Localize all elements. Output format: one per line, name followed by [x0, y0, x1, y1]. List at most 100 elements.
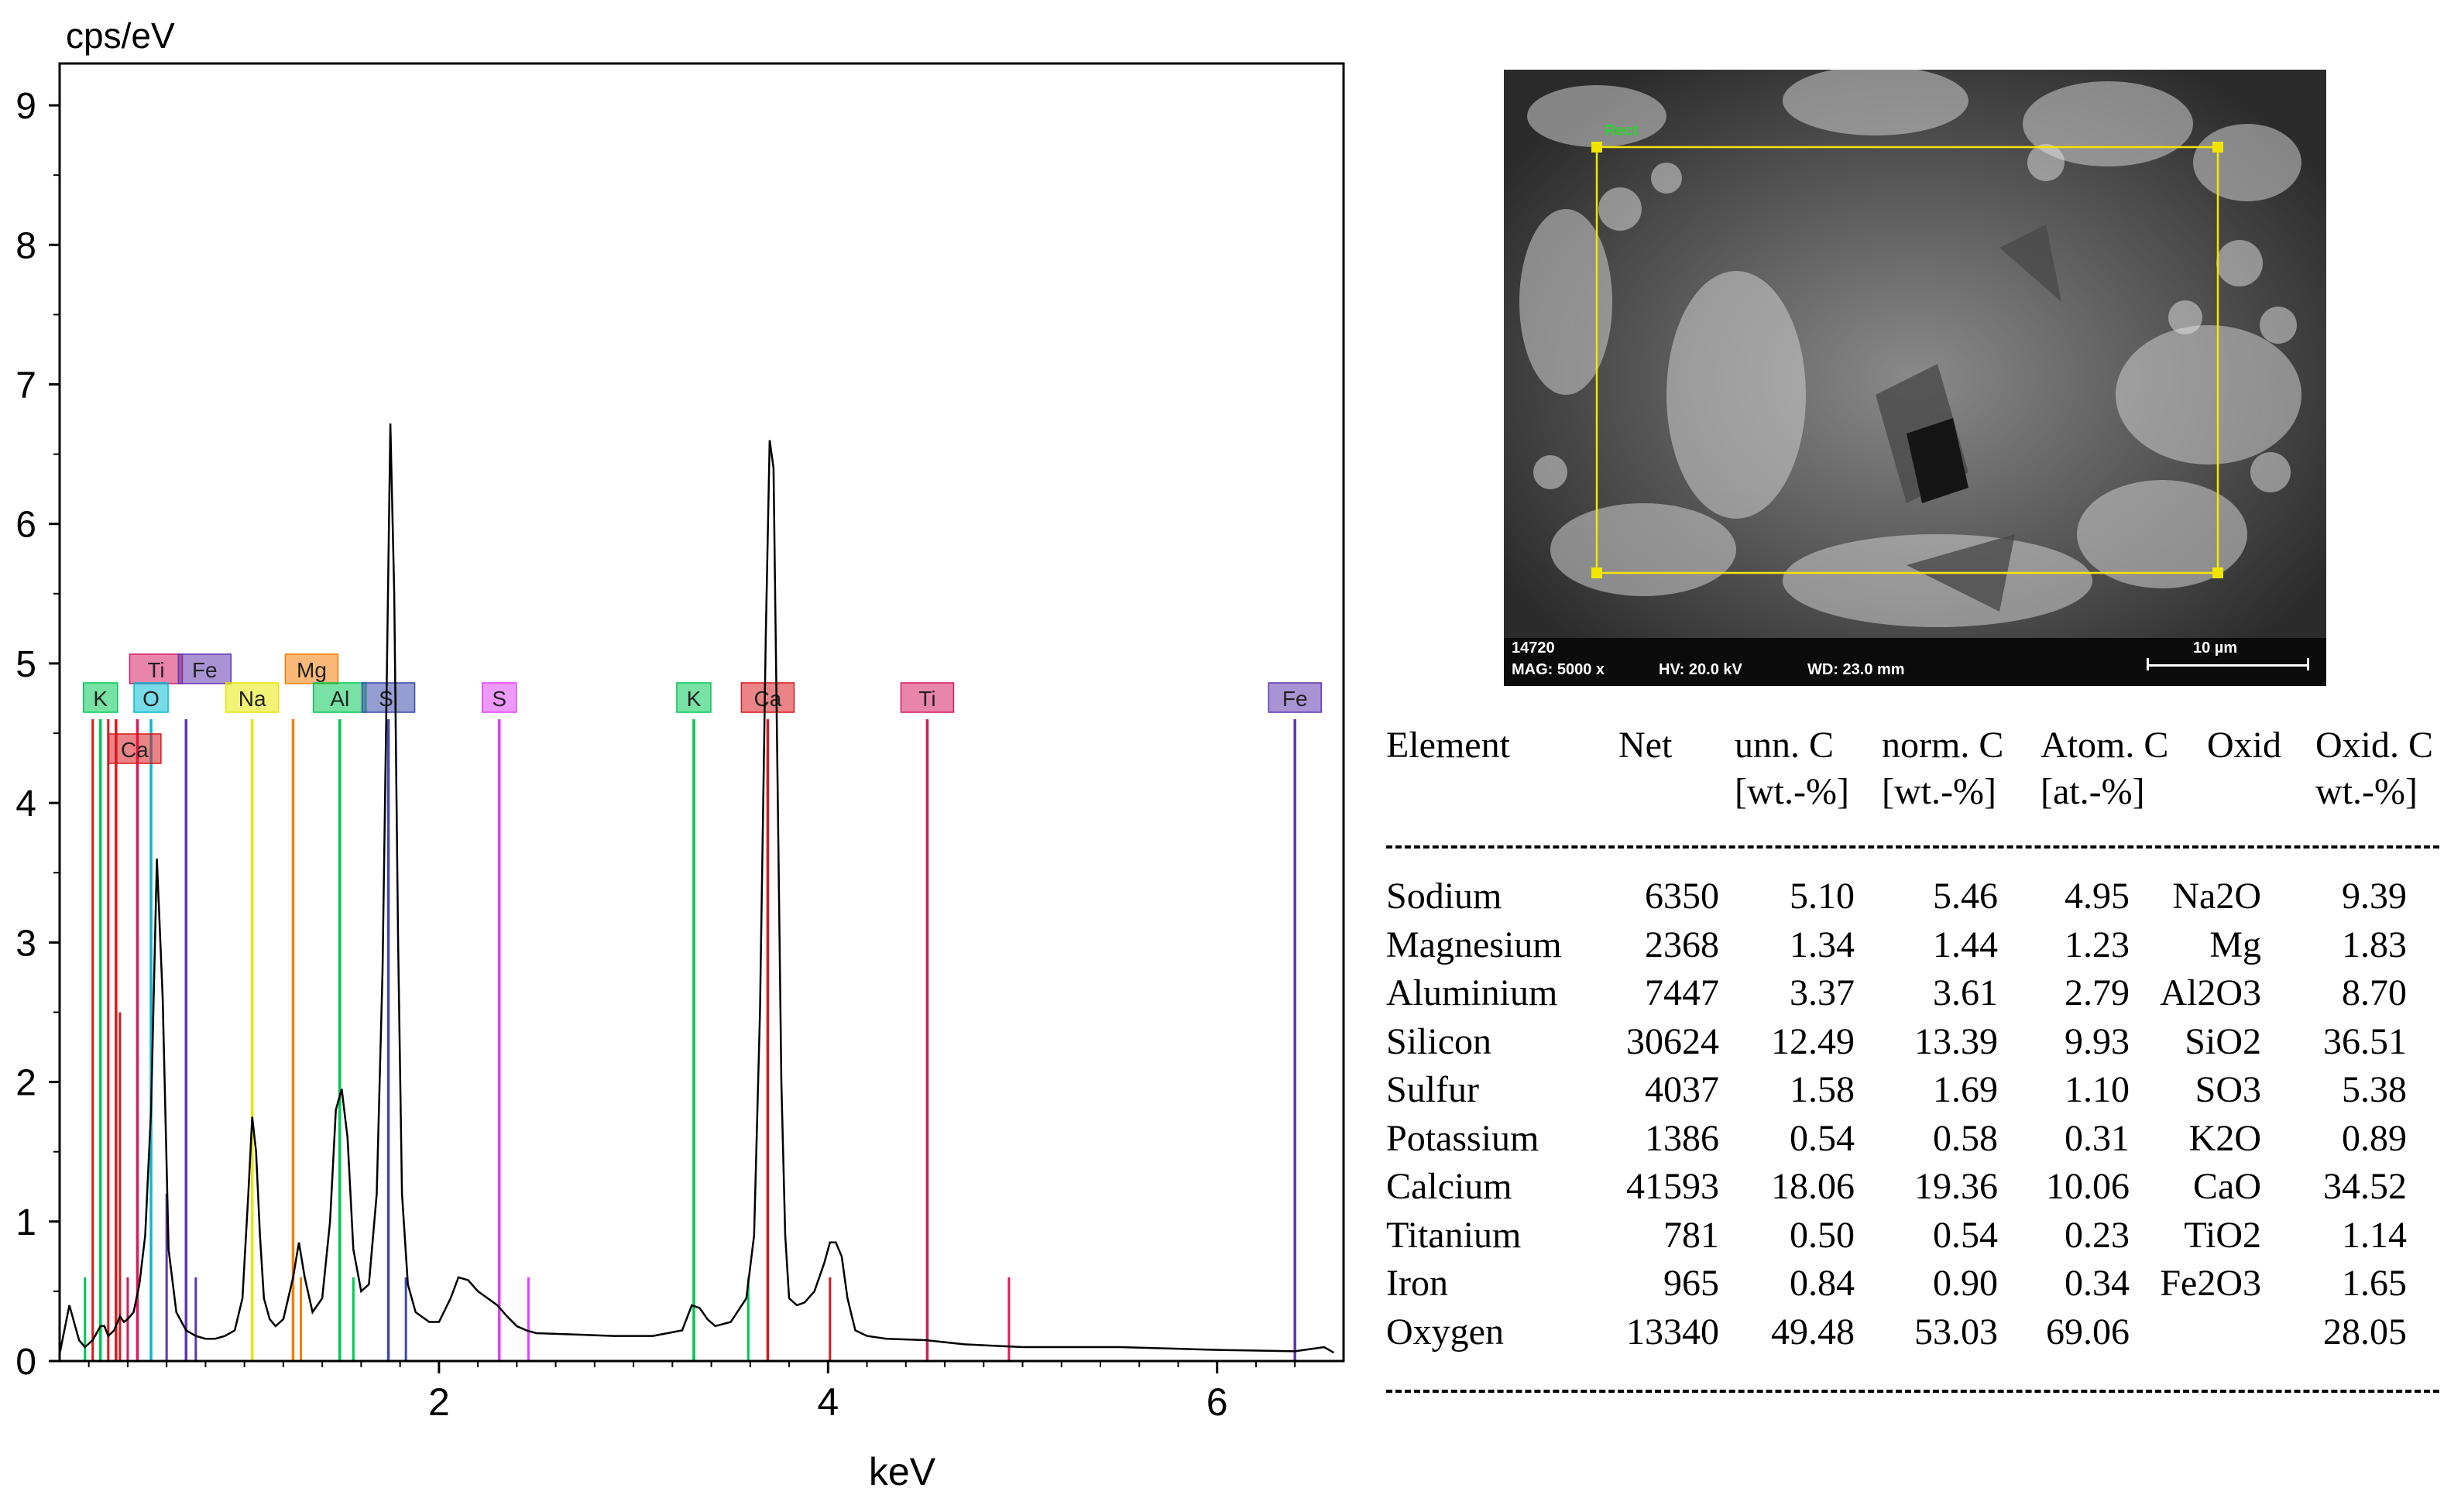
cell-unn: 5.10: [1790, 876, 1855, 917]
cell-norm: 1.69: [1933, 1069, 1998, 1110]
cell-element: Calcium: [1386, 1166, 1512, 1207]
cell-element: Sulfur: [1386, 1069, 1479, 1110]
selection-rectangle[interactable]: [1595, 146, 2219, 574]
cell-atom: 69.06: [2046, 1311, 2130, 1353]
element-label-box: [133, 682, 169, 713]
cell-norm: 0.90: [1933, 1263, 1998, 1304]
element-label-box: [740, 682, 795, 713]
cell-oxidc: 0.89: [2342, 1117, 2407, 1159]
table-row: Magnesium 2368 1.34 1.44 1.23 Mg 1.83: [1386, 924, 2451, 972]
x-axis-label: keV: [869, 1450, 936, 1493]
selection-handle[interactable]: [1591, 567, 1602, 578]
working-distance: WD: 23.0 mm: [1807, 661, 1905, 678]
plot-frame: [58, 62, 1345, 1363]
element-label-ti: Ti: [147, 658, 164, 682]
header-norm-unit: [wt.-%]: [1882, 771, 1996, 812]
cell-oxidc: 28.05: [2323, 1311, 2407, 1353]
cell-oxid: CaO: [2193, 1166, 2261, 1207]
selection-handle[interactable]: [2212, 142, 2223, 153]
element-label-box: [312, 682, 367, 713]
table-row: Aluminium 7447 3.37 3.61 2.79 Al2O3 8.70: [1386, 972, 2451, 1020]
element-label-box: [676, 682, 712, 713]
cell-norm: 3.61: [1933, 972, 1998, 1013]
cell-norm: 19.36: [1914, 1166, 1998, 1207]
table-row: Calcium 41593 18.06 19.36 10.06 CaO 34.52: [1386, 1165, 2451, 1213]
y-axis-label: cps/eV: [66, 15, 175, 56]
cell-element: Potassium: [1386, 1117, 1539, 1159]
cell-unn: 0.50: [1790, 1214, 1855, 1256]
cell-norm: 0.54: [1933, 1214, 1998, 1256]
header-atom: Atom. C: [2041, 725, 2169, 766]
y-tick-label: 7: [15, 365, 36, 406]
cell-oxid: Fe2O3: [2160, 1263, 2261, 1304]
cell-element: Iron: [1386, 1263, 1448, 1304]
element-label-k: K: [687, 687, 702, 711]
header-oxid: Oxid: [2207, 725, 2281, 766]
element-label-k: K: [93, 687, 108, 711]
x-tick-label: 2: [428, 1380, 450, 1424]
cell-unn: 0.54: [1790, 1117, 1855, 1159]
table-row: Sulfur 4037 1.58 1.69 1.10 SO3 5.38: [1386, 1068, 2451, 1116]
cell-unn: 1.34: [1790, 924, 1855, 965]
element-label-box: [900, 682, 955, 713]
cell-unn: 49.48: [1771, 1311, 1855, 1353]
cell-unn: 3.37: [1790, 972, 1855, 1013]
header-oxidc: Oxid. C: [2315, 725, 2434, 766]
cell-unn: 12.49: [1771, 1020, 1855, 1062]
cell-oxidc: 34.52: [2323, 1166, 2407, 1207]
cell-atom: 4.95: [2065, 876, 2130, 917]
cell-element: Sodium: [1386, 876, 1502, 917]
cell-element: Titanium: [1386, 1214, 1522, 1256]
cell-oxidc: 1.14: [2342, 1214, 2407, 1256]
cell-unn: 1.58: [1790, 1069, 1855, 1110]
header-oxidc-unit: wt.-%]: [2315, 771, 2418, 812]
element-label-ti: Ti: [918, 687, 935, 711]
table-divider: [1386, 845, 2439, 849]
cell-oxidc: 1.83: [2342, 924, 2407, 965]
scale-bar: [2147, 664, 2309, 667]
y-tick-label: 3: [15, 923, 36, 964]
cell-oxid: K2O: [2188, 1117, 2261, 1159]
x-tick-label: 4: [817, 1380, 839, 1424]
table-row: Potassium 1386 0.54 0.58 0.31 K2O 0.89: [1386, 1117, 2451, 1165]
y-tick-label: 9: [15, 86, 36, 127]
header-element: Element: [1386, 725, 1510, 766]
sem-micrograph: Rect 14720 MAG: 5000 x HV: 20.0 kV WD: 2…: [1504, 70, 2326, 686]
cell-net: 7447: [1645, 972, 1719, 1013]
element-label-s: S: [492, 687, 506, 711]
cell-atom: 1.10: [2065, 1069, 2130, 1110]
sem-info-bar: [1504, 638, 2326, 686]
y-tick-label: 0: [15, 1342, 36, 1383]
cell-oxid: SiO2: [2185, 1020, 2261, 1062]
cell-atom: 0.23: [2065, 1214, 2130, 1256]
element-label-box: [177, 653, 232, 684]
cell-norm: 0.58: [1933, 1117, 1998, 1159]
y-tick-label: 4: [15, 783, 36, 825]
y-tick-label: 5: [15, 644, 36, 685]
element-label-box: [481, 682, 517, 713]
spectrum-line: [58, 423, 1335, 1355]
element-label-fe: Fe: [192, 658, 218, 682]
cell-oxidc: 8.70: [2342, 972, 2407, 1013]
cell-net: 41593: [1626, 1166, 1719, 1207]
cell-net: 13340: [1626, 1311, 1719, 1353]
selection-handle[interactable]: [1591, 142, 1602, 153]
cell-element: Aluminium: [1386, 972, 1558, 1013]
cell-atom: 2.79: [2065, 972, 2130, 1013]
cell-net: 781: [1663, 1214, 1719, 1256]
element-label-al: Al: [330, 687, 349, 711]
scale-bar-label: 10 µm: [2193, 639, 2238, 657]
element-label-ca: Ca: [754, 687, 782, 711]
selection-handle[interactable]: [2212, 567, 2223, 578]
cell-oxidc: 36.51: [2323, 1020, 2407, 1062]
cell-net: 6350: [1645, 876, 1719, 917]
selection-label: Rect: [1605, 122, 1639, 139]
cell-norm: 1.44: [1933, 924, 1998, 965]
cell-norm: 5.46: [1933, 876, 1998, 917]
element-label-mg: Mg: [297, 658, 327, 682]
voltage: HV: 20.0 kV: [1659, 661, 1742, 678]
header-norm: norm. C: [1882, 725, 2004, 766]
cell-norm: 13.39: [1914, 1020, 1998, 1062]
element-label-ca: Ca: [121, 738, 149, 762]
element-label-fe: Fe: [1282, 687, 1308, 711]
